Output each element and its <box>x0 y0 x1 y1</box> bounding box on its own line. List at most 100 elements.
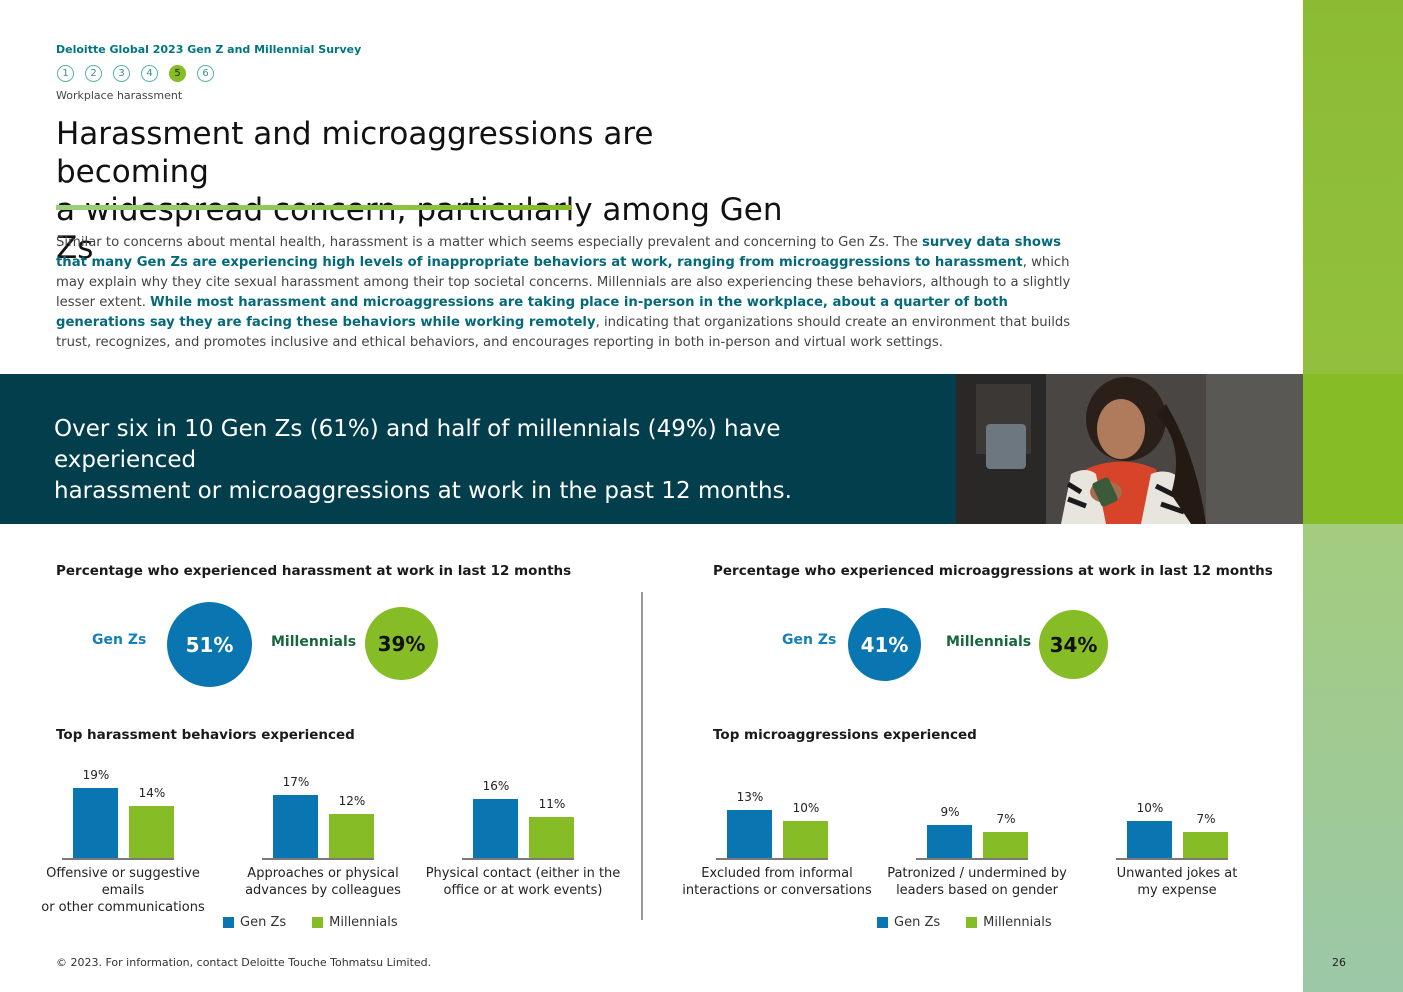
bar-value-label: 10% <box>792 801 820 815</box>
category-label-line: interactions or conversations <box>682 883 872 898</box>
bar-genz-1 <box>927 824 972 858</box>
bar-value-label: 13% <box>736 789 764 804</box>
category-label-line: leaders based on gender <box>896 883 1058 898</box>
category-label-line: Offensive or suggestive emails <box>46 866 200 898</box>
legend-millennials-swatch <box>312 917 324 928</box>
category-label-line: Physical contact (either in the <box>425 866 621 881</box>
bar-value-label: 7% <box>1196 812 1216 827</box>
photo-illustration <box>956 374 1303 524</box>
intro-text-3: , indicating that organizations should c… <box>56 315 1071 350</box>
category-label: Unwanted jokes at my expense <box>1077 865 1277 899</box>
bar-value-label: 7% <box>996 812 1016 827</box>
survey-title: Deloitte Global 2023 Gen Z and Millennia… <box>56 43 362 56</box>
section-label: Workplace harassment <box>56 89 183 102</box>
bar-genz-1 <box>273 795 318 858</box>
microaggression-chart-legend: Gen Zs Millennials <box>877 915 1052 930</box>
chart-baseline <box>462 858 574 860</box>
microaggression-millennials-circle: 34% <box>1039 610 1108 679</box>
bar-millennials-1 <box>983 832 1028 858</box>
harassment-chart-title: Top harassment behaviors experienced <box>56 727 355 743</box>
page-title: Harassment and microaggressions are beco… <box>56 115 816 267</box>
bar-genz-2 <box>473 798 518 858</box>
category-label-line: or other communications <box>41 900 205 915</box>
intro-text-1: Similar to concerns about mental health,… <box>56 235 923 250</box>
microaggression-chart-title: Top microaggressions experienced <box>713 727 977 743</box>
bar-millennials-1 <box>329 813 374 858</box>
category-label-line: Patronized / undermined by <box>887 866 1067 881</box>
harassment-genz-label: Gen Zs <box>92 632 147 648</box>
chart-baseline <box>916 858 1028 860</box>
microaggression-millennials-label: Millennials <box>946 634 1032 650</box>
microaggression-genz-circle: 41% <box>848 608 921 681</box>
intro-text-2: , which may explain why they cite sexual… <box>56 255 1071 310</box>
page-title-line-1: Harassment and microaggressions are beco… <box>56 116 654 190</box>
intro-highlight-1: survey data shows that many Gen Zs are e… <box>56 235 1061 270</box>
category-label: Offensive or suggestive emails or other c… <box>23 865 223 916</box>
key-stat-banner <box>0 374 956 524</box>
title-underline <box>56 205 572 210</box>
decorative-band-top <box>1303 0 1403 374</box>
bar-value-label: 17% <box>282 775 310 790</box>
bar-value-label: 16% <box>482 778 510 793</box>
legend-genz-swatch <box>223 917 234 928</box>
category-label: Physical contact (either in the office or… <box>423 865 623 899</box>
bar-genz-0 <box>727 809 772 858</box>
legend-genz-label: Gen Zs <box>240 915 287 930</box>
harassment-millennials-circle: 39% <box>365 607 438 680</box>
section-step-1[interactable]: 1 <box>57 65 74 82</box>
chart-baseline <box>262 858 374 860</box>
chart-baseline <box>62 858 174 860</box>
legend-genz-swatch <box>877 917 888 928</box>
bar-value-label: 10% <box>1136 801 1164 815</box>
bar-value-label: 12% <box>338 793 366 808</box>
category-label: Patronized / undermined by leaders based … <box>877 865 1077 899</box>
microaggression-genz-label: Gen Zs <box>782 632 837 648</box>
bar-millennials-0 <box>783 821 828 858</box>
bar-millennials-0 <box>129 806 174 858</box>
page-title-line-2: a widespread concern, particularly among… <box>56 192 783 266</box>
category-label: Approaches or physical advances by collea… <box>223 865 423 899</box>
chart-baseline <box>716 858 828 860</box>
harassment-genz-circle: 51% <box>167 602 252 687</box>
category-label-line: Approaches or physical <box>247 866 399 881</box>
section-step-3[interactable]: 3 <box>113 65 130 82</box>
category-label-line: Unwanted jokes at <box>1116 866 1238 881</box>
decorative-band-bottom <box>1303 524 1403 992</box>
intro-paragraph: Similar to concerns about mental health,… <box>56 233 1076 353</box>
legend-millennials-label: Millennials <box>329 915 398 930</box>
bar-value-label: 19% <box>82 767 110 782</box>
bar-value-label: 9% <box>940 804 960 819</box>
section-step-5[interactable]: 5 <box>169 65 186 82</box>
harassment-chart-legend: Gen Zs Millennials <box>223 915 398 930</box>
decorative-band-middle <box>1303 374 1403 524</box>
bar-millennials-2 <box>1183 832 1228 858</box>
intro-highlight-2: While most harassment and microaggressio… <box>56 295 1008 330</box>
category-label-line: my expense <box>1137 883 1217 898</box>
key-stat-line-2: harassment or microaggressions at work i… <box>54 478 792 504</box>
section-step-4[interactable]: 4 <box>141 65 158 82</box>
bar-genz-0 <box>73 787 118 858</box>
category-label-line: Excluded from informal <box>701 866 853 881</box>
chart-baseline <box>1116 858 1228 860</box>
harassment-millennials-label: Millennials <box>271 634 357 650</box>
page-number: 26 <box>1332 956 1346 969</box>
harassment-section-title: Percentage who experienced harassment at… <box>56 563 572 579</box>
section-step-2[interactable]: 2 <box>85 65 102 82</box>
category-label-line: office or at work events) <box>443 883 603 898</box>
key-stat-line-1: Over six in 10 Gen Zs (61%) and half of … <box>54 416 781 473</box>
section-divider <box>641 592 643 920</box>
bar-genz-2 <box>1127 821 1172 858</box>
bar-value-label: 14% <box>138 786 166 801</box>
copyright-footer: © 2023. For information, contact Deloitt… <box>56 956 432 969</box>
category-label-line: advances by colleagues <box>245 883 401 898</box>
legend-millennials-swatch <box>966 917 978 928</box>
bar-millennials-2 <box>529 817 574 858</box>
microaggression-section-title: Percentage who experienced microaggressi… <box>713 563 1273 579</box>
section-step-6[interactable]: 6 <box>197 65 214 82</box>
bar-value-label: 11% <box>538 797 566 812</box>
woman-with-phone-photo <box>956 374 1303 524</box>
category-label: Excluded from informal interactions or co… <box>677 865 877 899</box>
legend-millennials-label: Millennials <box>983 915 1052 930</box>
key-stat-text: Over six in 10 Gen Zs (61%) and half of … <box>54 414 854 507</box>
